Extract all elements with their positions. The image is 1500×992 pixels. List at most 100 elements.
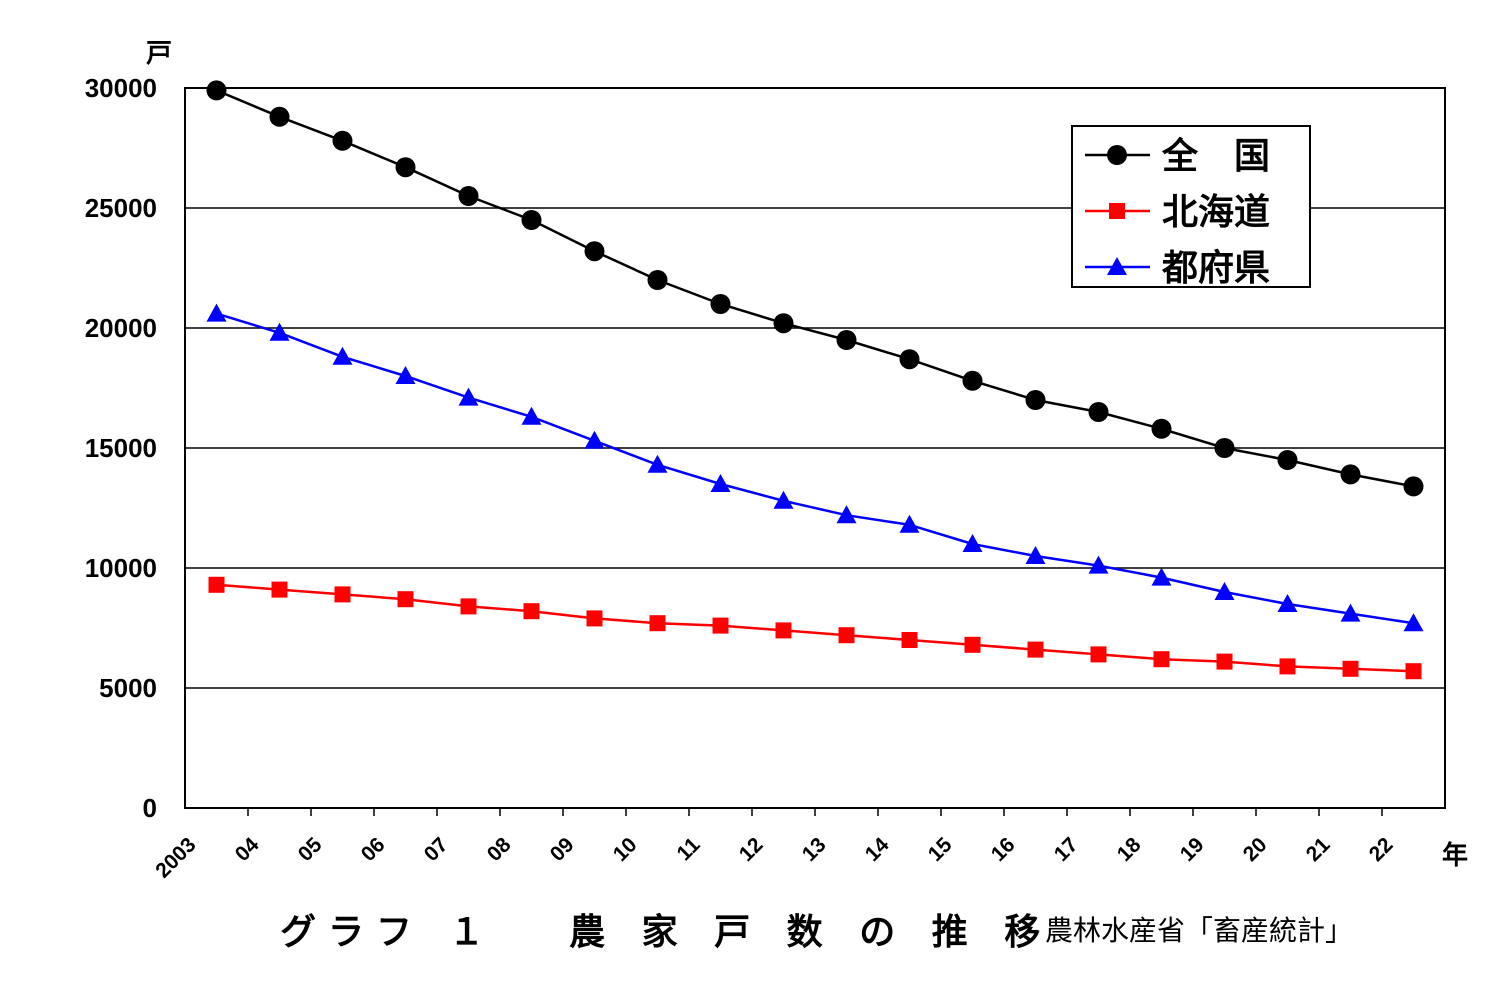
data-point bbox=[584, 241, 605, 262]
data-point bbox=[1405, 663, 1422, 680]
y-tick-label: 25000 bbox=[85, 193, 157, 223]
legend-swatch-marker bbox=[1107, 145, 1127, 165]
x-tick-label: 10 bbox=[609, 833, 642, 866]
x-tick-label: 20 bbox=[1239, 833, 1272, 866]
x-tick-label: 12 bbox=[735, 833, 768, 866]
x-tick-label: 04 bbox=[231, 833, 264, 866]
legend-label: 全 国 bbox=[1161, 135, 1270, 177]
data-point bbox=[1025, 546, 1046, 564]
x-tick-label: 22 bbox=[1365, 833, 1398, 866]
data-point bbox=[1403, 613, 1424, 632]
data-point bbox=[208, 576, 225, 593]
data-point bbox=[1088, 555, 1109, 574]
x-tick-label: 2003 bbox=[151, 833, 200, 882]
data-point bbox=[647, 454, 668, 473]
data-point bbox=[1277, 594, 1298, 612]
data-point bbox=[1403, 476, 1424, 497]
data-point bbox=[521, 406, 542, 425]
data-point bbox=[1216, 653, 1233, 670]
data-point bbox=[901, 632, 918, 648]
data-point bbox=[397, 591, 414, 608]
data-point bbox=[206, 303, 227, 322]
data-point bbox=[1340, 603, 1361, 622]
data-point bbox=[649, 615, 666, 632]
data-point bbox=[1151, 567, 1172, 586]
data-point bbox=[710, 294, 731, 314]
series-line bbox=[216, 583, 1414, 673]
data-point bbox=[1090, 646, 1107, 663]
data-point bbox=[962, 370, 983, 391]
data-point bbox=[836, 505, 857, 524]
data-point bbox=[773, 490, 794, 509]
chart-title: グラフ １ 農 家 戸 数 の 推 移 bbox=[280, 912, 1052, 953]
y-tick-label: 0 bbox=[143, 793, 157, 823]
y-tick-label: 10000 bbox=[85, 553, 157, 583]
data-point bbox=[334, 586, 351, 603]
data-point bbox=[1214, 582, 1235, 600]
x-axis-unit: 年 bbox=[1442, 840, 1468, 871]
grid-layer bbox=[185, 207, 1445, 689]
data-point bbox=[899, 349, 920, 370]
series-line bbox=[216, 89, 1414, 488]
x-tick-label: 09 bbox=[546, 833, 579, 866]
data-point bbox=[395, 157, 416, 178]
legend-item: 全 国 bbox=[1085, 135, 1270, 177]
legend-label: 北海道 bbox=[1162, 192, 1270, 233]
data-point bbox=[964, 636, 981, 653]
series-2 bbox=[206, 303, 1424, 632]
y-tick-label: 15000 bbox=[85, 433, 157, 463]
x-tick-label: 06 bbox=[357, 833, 390, 866]
data-point bbox=[458, 387, 479, 406]
x-tick-label: 08 bbox=[483, 833, 516, 866]
data-point bbox=[1342, 660, 1359, 677]
x-tick-label: 14 bbox=[861, 833, 894, 866]
legend-item: 都府県 bbox=[1085, 247, 1270, 289]
x-tick-label: 15 bbox=[924, 833, 957, 866]
y-axis-unit: 戸 bbox=[146, 39, 172, 69]
x-tick-layer: 2003 04 05 06 07 08 09 10 11 12 13 14 15 16 17 18 19 20 21… bbox=[151, 808, 1398, 883]
data-point bbox=[712, 617, 729, 634]
x-tick-label: 05 bbox=[294, 833, 327, 866]
data-point bbox=[458, 186, 479, 206]
data-point bbox=[836, 330, 857, 350]
data-point bbox=[1025, 390, 1046, 410]
x-tick-label: 11 bbox=[673, 833, 705, 865]
y-tick-label: 30000 bbox=[85, 73, 157, 103]
data-point bbox=[521, 210, 542, 230]
y-tick-label: 5000 bbox=[99, 673, 157, 703]
data-point bbox=[1277, 450, 1298, 470]
chart-source: 農林水産省「畜産統計」 bbox=[1045, 914, 1353, 947]
legend-item: 北海道 bbox=[1085, 192, 1270, 233]
data-point bbox=[332, 346, 353, 365]
series-line bbox=[216, 312, 1414, 625]
data-point bbox=[460, 598, 477, 615]
data-point bbox=[1151, 418, 1172, 439]
series-0 bbox=[206, 80, 1424, 497]
data-point bbox=[1088, 402, 1109, 422]
y-tick-label: 20000 bbox=[85, 313, 157, 343]
data-point bbox=[1153, 651, 1170, 668]
x-tick-label: 13 bbox=[798, 833, 831, 866]
data-point bbox=[332, 130, 353, 151]
data-point bbox=[395, 366, 416, 384]
legend-swatch-marker bbox=[1109, 203, 1125, 219]
data-point bbox=[1279, 658, 1296, 675]
data-point bbox=[1214, 438, 1235, 458]
data-point bbox=[1027, 641, 1044, 658]
data-point bbox=[269, 322, 290, 341]
series-layer bbox=[206, 80, 1424, 680]
data-point bbox=[773, 313, 794, 334]
data-point bbox=[206, 80, 227, 101]
data-point bbox=[647, 270, 668, 290]
data-point bbox=[586, 610, 603, 627]
data-point bbox=[962, 534, 983, 552]
data-point bbox=[838, 627, 855, 644]
x-tick-label: 17 bbox=[1050, 833, 1083, 866]
x-tick-label: 18 bbox=[1113, 833, 1146, 866]
data-point bbox=[710, 474, 731, 492]
data-point bbox=[271, 581, 288, 598]
data-point bbox=[1340, 464, 1361, 485]
